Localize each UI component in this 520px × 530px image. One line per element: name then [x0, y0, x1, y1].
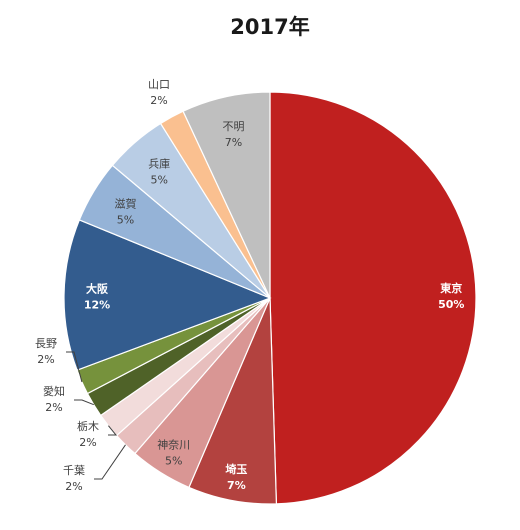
pie-slices — [63, 91, 477, 505]
leader-lines — [66, 351, 126, 480]
pie-slice — [269, 91, 477, 505]
slice-label: 山口 — [148, 78, 170, 91]
slice-label: 千葉 — [63, 463, 85, 477]
slice-labels: 東京 50% 埼玉 7% 神奈川 5% 千葉 2% 栃木 2% 愛知 2% 長野 2% 大阪 12% 滋賀 5% 兵… — [35, 78, 464, 493]
leader-line — [74, 399, 94, 406]
leader-line — [94, 444, 126, 480]
slice-value-label: 2% — [45, 401, 62, 414]
slice-label: 東京 — [440, 281, 462, 295]
slice-value-label: 50% — [438, 298, 464, 311]
slice-value-label: 12% — [84, 298, 110, 311]
slice-value-label: 2% — [65, 480, 82, 493]
leader-line — [108, 425, 118, 436]
slice-value-label: 2% — [37, 353, 54, 366]
slice-value-label: 5% — [150, 174, 167, 187]
slice-label: 長野 — [35, 337, 57, 350]
slice-label: 愛知 — [43, 384, 65, 398]
slice-value-label: 7% — [227, 479, 246, 492]
slice-label: 不明 — [223, 120, 245, 133]
slice-value-label: 7% — [225, 136, 242, 149]
pie-slice — [182, 91, 271, 299]
leader-line — [66, 351, 83, 383]
slice-label: 埼玉 — [225, 462, 247, 476]
slice-value-label: 2% — [150, 94, 167, 107]
slice-value-label: 2% — [79, 436, 96, 449]
slice-label: 滋賀 — [115, 198, 137, 211]
slice-label: 大阪 — [86, 281, 109, 295]
slice-value-label: 5% — [117, 214, 134, 227]
pie-slice — [63, 219, 272, 371]
slice-label: 神奈川 — [157, 438, 190, 452]
slice-label: 栃木 — [77, 419, 99, 433]
slice-label: 兵庫 — [148, 157, 170, 171]
chart-title: 2017年 — [230, 15, 309, 39]
slice-value-label: 5% — [165, 455, 182, 468]
